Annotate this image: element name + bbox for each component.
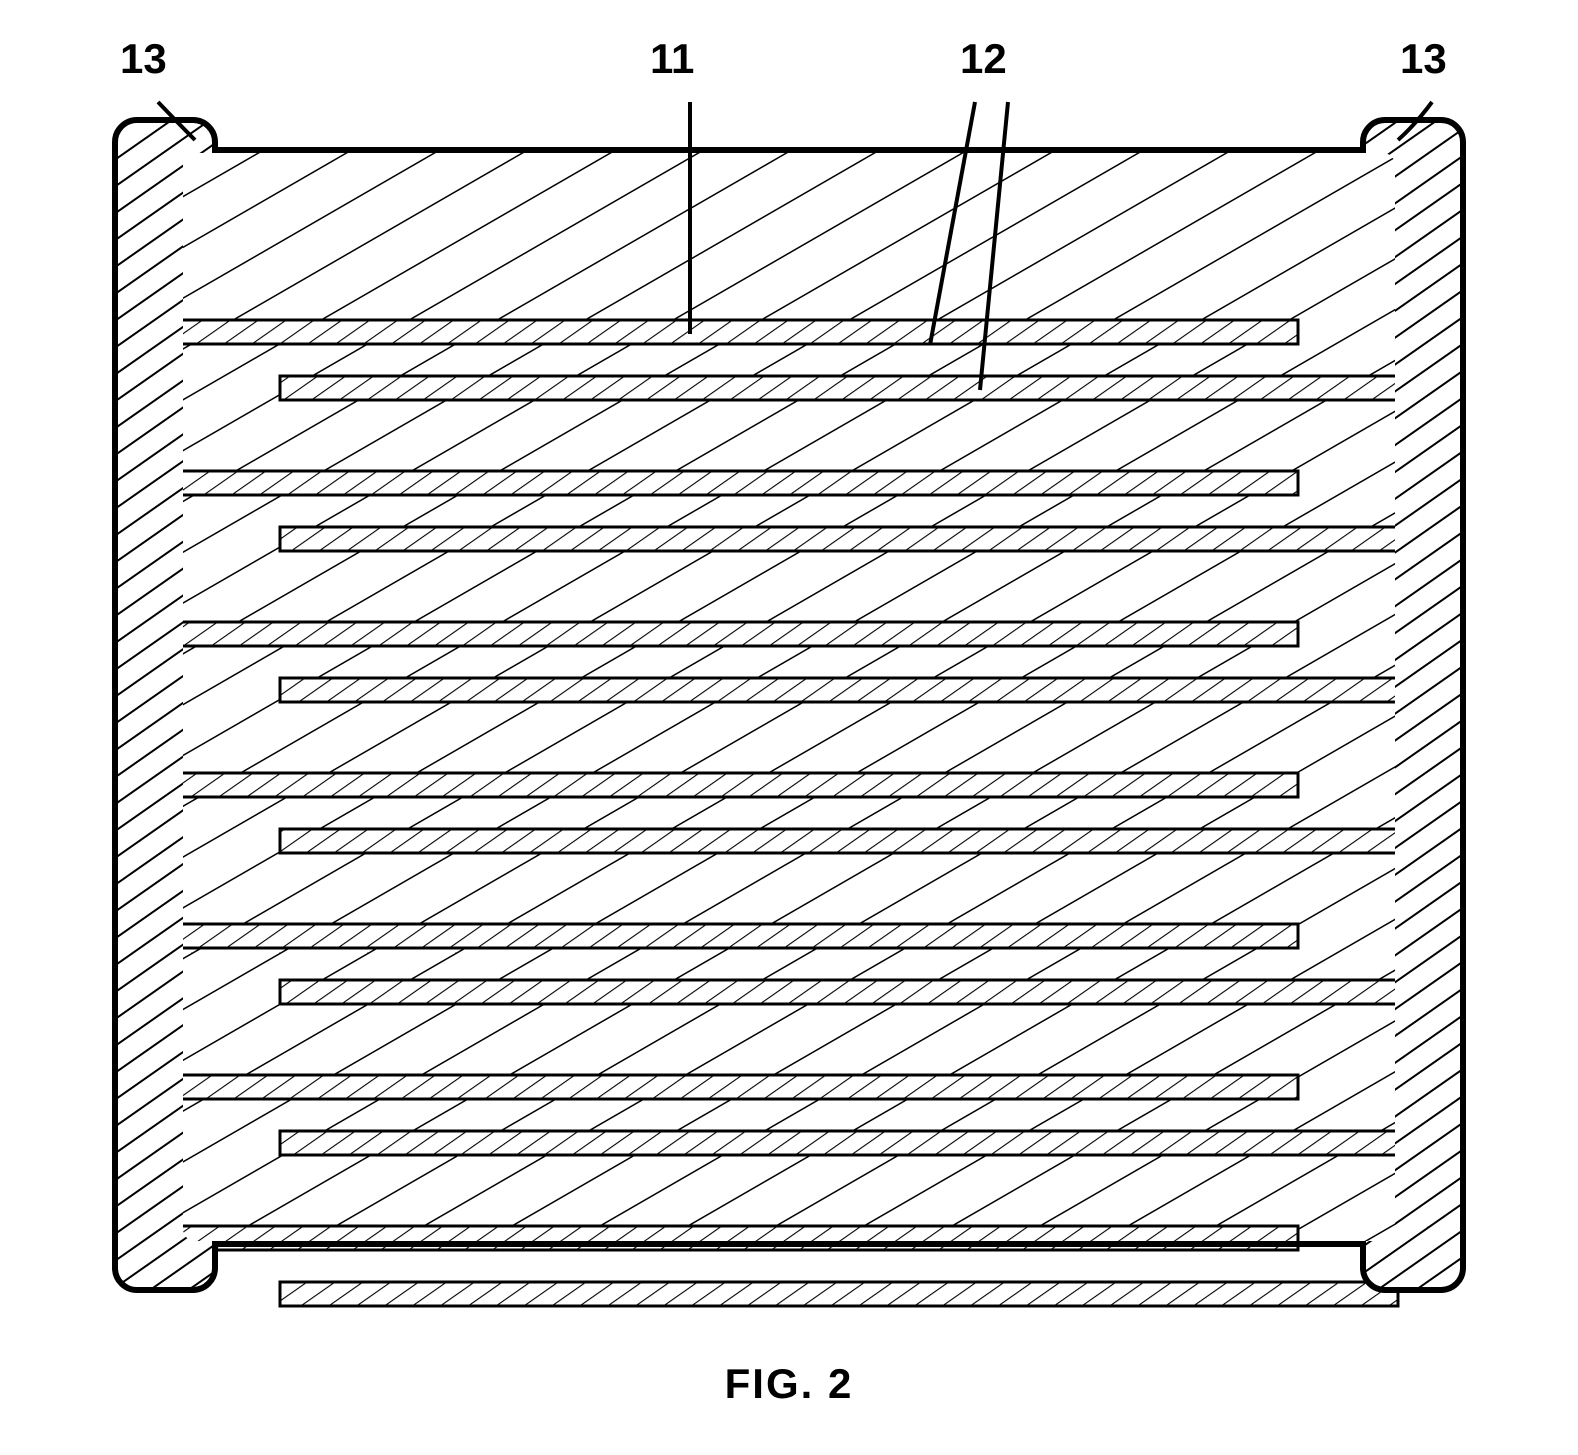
figure-caption: FIG. 2 (30, 1360, 1548, 1408)
reference-label: 11 (650, 35, 694, 83)
reference-label: 13 (120, 35, 167, 83)
reference-label: 12 (960, 35, 1007, 83)
internal-electrode-hatch (180, 471, 1298, 495)
internal-electrode-hatch (280, 1282, 1398, 1306)
internal-electrode-hatch (280, 829, 1398, 853)
internal-electrode-hatch (180, 773, 1298, 797)
terminal-left (115, 120, 215, 1290)
figure-svg (30, 30, 1548, 1330)
internal-electrode-hatch (280, 980, 1398, 1004)
terminal-right (1363, 120, 1463, 1290)
internal-electrode-hatch (180, 924, 1298, 948)
internal-electrode-hatch (180, 622, 1298, 646)
internal-electrode-hatch (180, 320, 1298, 344)
internal-electrode-hatch (280, 527, 1398, 551)
internal-electrode-hatch (180, 1075, 1298, 1099)
figure-container: 13 11 12 13 FIG. 2 (30, 30, 1548, 1408)
internal-electrode-hatch (280, 376, 1398, 400)
reference-label: 13 (1400, 35, 1447, 83)
internal-electrode-hatch (280, 1131, 1398, 1155)
internal-electrode-hatch (280, 678, 1398, 702)
